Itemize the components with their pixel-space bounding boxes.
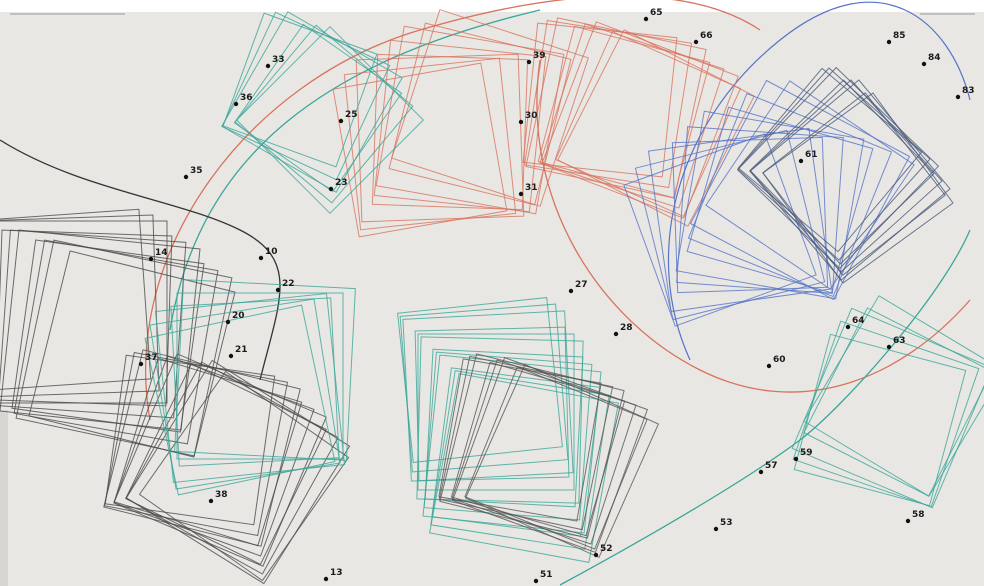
top-strip <box>0 0 984 12</box>
dot <box>149 257 153 261</box>
point-number: 37 <box>145 353 158 363</box>
point-number: 20 <box>232 311 245 321</box>
dot <box>956 95 960 99</box>
dot <box>767 364 771 368</box>
dot <box>887 345 891 349</box>
point-number: 38 <box>215 490 228 500</box>
point-number: 23 <box>335 178 348 188</box>
point-number: 27 <box>575 280 588 290</box>
drawing: 33 36 35 25 23 39 30 31 27 28 65 66 85 84 83 61 64 60 63 59… <box>0 0 984 586</box>
dot <box>324 577 328 581</box>
dot <box>234 102 238 106</box>
dot <box>229 354 233 358</box>
point-number: 21 <box>235 345 248 355</box>
point-number: 28 <box>620 323 633 333</box>
point-number: 60 <box>773 355 786 365</box>
point-number: 51 <box>540 570 553 580</box>
dot <box>799 159 803 163</box>
point-number: 39 <box>533 51 546 61</box>
point-number: 13 <box>330 568 343 578</box>
dot <box>922 62 926 66</box>
dot <box>887 40 891 44</box>
point-number: 57 <box>765 461 778 471</box>
dot <box>644 17 648 21</box>
point-number: 65 <box>650 8 663 18</box>
point-number: 33 <box>272 55 285 65</box>
point-number: 31 <box>525 183 538 193</box>
dot <box>846 325 850 329</box>
dot <box>276 288 280 292</box>
point-number: 61 <box>805 150 818 160</box>
point-number: 14 <box>155 248 168 258</box>
point-number: 58 <box>912 510 925 520</box>
dot <box>714 527 718 531</box>
dot <box>527 60 531 64</box>
point-number: 22 <box>282 279 295 289</box>
point-number: 63 <box>893 336 906 346</box>
dot <box>906 519 910 523</box>
point-number: 30 <box>525 111 538 121</box>
point-number: 36 <box>240 93 253 103</box>
dot <box>259 256 263 260</box>
dot <box>569 289 573 293</box>
point-number: 59 <box>800 448 813 458</box>
dot <box>209 499 213 503</box>
dot <box>329 187 333 191</box>
point-number: 52 <box>600 544 613 554</box>
dot <box>339 119 343 123</box>
dot <box>266 64 270 68</box>
dot <box>519 120 523 124</box>
point-number: 25 <box>345 110 358 120</box>
dot <box>534 579 538 583</box>
dot <box>226 320 230 324</box>
point-number: 10 <box>265 247 278 257</box>
point-number: 53 <box>720 518 733 528</box>
dot <box>694 40 698 44</box>
dot <box>614 332 618 336</box>
point-number: 64 <box>852 316 865 326</box>
point-number: 66 <box>700 31 713 41</box>
point-number: 83 <box>962 86 975 96</box>
dot <box>759 470 763 474</box>
point-number: 85 <box>893 31 906 41</box>
point-number: 35 <box>190 166 203 176</box>
dot <box>794 457 798 461</box>
dot <box>594 553 598 557</box>
page: 33 36 35 25 23 39 30 31 27 28 65 66 85 84 83 61 64 60 63 59… <box>0 0 984 586</box>
edge-shade <box>0 410 8 586</box>
dot <box>519 192 523 196</box>
point-number: 84 <box>928 53 941 63</box>
dot <box>139 362 143 366</box>
dot <box>184 175 188 179</box>
